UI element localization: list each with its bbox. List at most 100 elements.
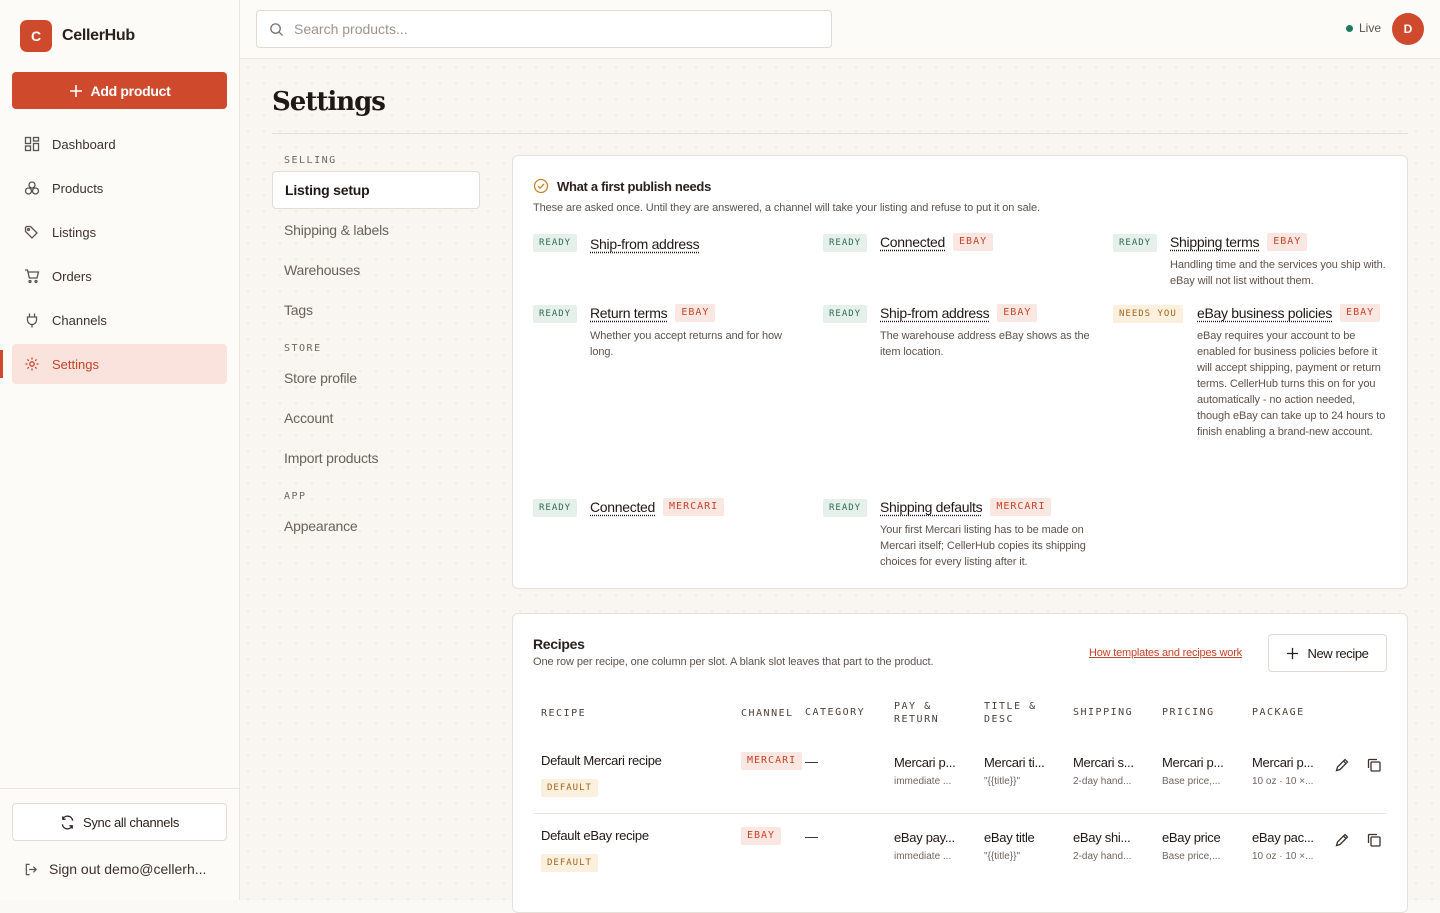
default-badge: DEFAULT xyxy=(541,779,598,797)
products-icon xyxy=(24,180,40,196)
nav-item-channels[interactable]: Channels xyxy=(12,300,227,340)
add-product-button[interactable]: Add product xyxy=(12,72,227,109)
subnav-item-warehouses[interactable]: Warehouses xyxy=(272,251,480,289)
requirement-description: eBay requires your account to be enabled… xyxy=(1197,328,1389,440)
column-header: CHANNEL xyxy=(741,707,794,720)
duplicate-icon[interactable] xyxy=(1366,757,1382,773)
channel-tag: EBAY xyxy=(953,233,993,251)
category-value: — xyxy=(805,754,825,769)
column-header: TITLE & DESC xyxy=(984,700,1054,726)
page-title: Settings xyxy=(272,87,385,117)
live-label: Live xyxy=(1359,21,1381,35)
subnav-item-listing-setup[interactable]: Listing setup xyxy=(272,171,480,209)
shipping-value: Mercari s... xyxy=(1073,755,1143,770)
column-header: SHIPPING xyxy=(1073,706,1133,719)
edit-icon[interactable] xyxy=(1334,832,1350,848)
nav-label: Channels xyxy=(52,313,107,328)
requirement-title[interactable]: Return terms xyxy=(590,305,667,321)
logout-icon xyxy=(24,862,39,877)
package-value: eBay pac... xyxy=(1252,830,1322,845)
sync-label: Sync all channels xyxy=(83,815,179,830)
card-subtitle: These are asked once. Until they are ans… xyxy=(533,202,1040,214)
nav-item-settings[interactable]: Settings xyxy=(12,344,227,384)
nav-item-dashboard[interactable]: Dashboard xyxy=(12,124,227,164)
search-input[interactable] xyxy=(294,21,794,37)
status-badge: READY xyxy=(533,234,577,252)
channel-tag: EBAY xyxy=(1267,233,1307,251)
subnav-heading-selling: SELLING xyxy=(272,155,480,171)
refresh-icon xyxy=(60,815,75,830)
title-desc-detail: "{{title}}" xyxy=(984,776,1054,787)
subnav-item-account[interactable]: Account xyxy=(272,399,480,437)
title-desc-value: Mercari ti... xyxy=(984,755,1054,770)
column-header: CATEGORY xyxy=(805,706,865,719)
requirement-description: Your first Mercari listing has to be mad… xyxy=(880,522,1095,570)
add-product-label: Add product xyxy=(91,83,171,99)
nav-item-orders[interactable]: Orders xyxy=(12,256,227,296)
divider xyxy=(272,133,1408,134)
recipes-card: Recipes One row per recipe, one column p… xyxy=(512,613,1408,913)
sidebar: C CellerHub Add product Dashboard Produc… xyxy=(0,0,240,900)
status-badge: READY xyxy=(823,305,867,323)
requirement-title[interactable]: Connected xyxy=(590,499,655,515)
live-dot-icon xyxy=(1346,25,1353,32)
sign-out-label: Sign out demo@cellerh... xyxy=(49,861,206,877)
pricing-value: eBay price xyxy=(1162,830,1232,845)
recipes-title: Recipes xyxy=(533,636,585,652)
duplicate-icon[interactable] xyxy=(1366,832,1382,848)
nav-label: Products xyxy=(52,181,103,196)
main-nav: Dashboard Products Listings Orders Chann… xyxy=(12,124,227,388)
subnav-item-store-profile[interactable]: Store profile xyxy=(272,359,480,397)
sign-out-link[interactable]: Sign out demo@cellerh... xyxy=(24,861,206,877)
nav-item-products[interactable]: Products xyxy=(12,168,227,208)
subnav-item-shipping-labels[interactable]: Shipping & labels xyxy=(272,211,480,249)
subnav-item-tags[interactable]: Tags xyxy=(272,291,480,329)
card-title: What a first publish needs xyxy=(557,179,711,194)
pricing-value: Mercari p... xyxy=(1162,755,1232,770)
requirement-description: Whether you accept returns and for how l… xyxy=(590,328,805,360)
requirement-title[interactable]: Shipping defaults xyxy=(880,499,982,515)
search-icon xyxy=(269,22,284,37)
recipe-name: Default Mercari recipe xyxy=(541,753,731,768)
avatar[interactable]: D xyxy=(1392,13,1424,45)
brand[interactable]: C CellerHub xyxy=(20,20,135,52)
recipe-name: Default eBay recipe xyxy=(541,828,731,843)
nav-label: Dashboard xyxy=(52,137,116,152)
package-detail: 10 oz · 10 ×... xyxy=(1252,776,1322,787)
shipping-value: eBay shi... xyxy=(1073,830,1143,845)
pricing-detail: Base price,... xyxy=(1162,776,1232,787)
sync-all-button[interactable]: Sync all channels xyxy=(12,803,227,841)
gear-icon xyxy=(24,356,40,372)
nav-label: Settings xyxy=(52,357,99,372)
requirement-title[interactable]: Connected xyxy=(880,234,945,250)
requirement-title[interactable]: Shipping terms xyxy=(1170,234,1259,250)
plug-icon xyxy=(24,312,40,328)
nav-item-listings[interactable]: Listings xyxy=(12,212,227,252)
subnav-heading-store: STORE xyxy=(272,343,480,359)
dashboard-icon xyxy=(24,136,40,152)
channel-tag: MERCARI xyxy=(990,498,1051,516)
status-badge: READY xyxy=(823,234,867,252)
search-box[interactable] xyxy=(256,10,832,48)
column-header: PAY & RETURN xyxy=(894,700,964,726)
pay-return-detail: immediate ... xyxy=(894,776,964,787)
edit-icon[interactable] xyxy=(1334,757,1350,773)
default-badge: DEFAULT xyxy=(541,854,598,872)
brand-logo: C xyxy=(20,20,52,52)
subnav-item-appearance[interactable]: Appearance xyxy=(272,507,480,545)
column-header: PACKAGE xyxy=(1252,706,1305,719)
package-detail: 10 oz · 10 ×... xyxy=(1252,851,1322,862)
subnav-item-import-products[interactable]: Import products xyxy=(272,439,480,477)
pay-return-value: Mercari p... xyxy=(894,755,964,770)
status-badge: READY xyxy=(1113,234,1157,252)
new-recipe-button[interactable]: New recipe xyxy=(1268,634,1387,672)
requirement-title[interactable]: Ship-from address xyxy=(590,236,699,252)
row-divider xyxy=(533,813,1387,814)
main-content: Settings SELLING Listing setup Shipping … xyxy=(240,59,1440,900)
requirement-title[interactable]: eBay business policies xyxy=(1197,305,1332,321)
check-circle-icon xyxy=(533,178,549,194)
requirement-title[interactable]: Ship-from address xyxy=(880,305,989,321)
channel-tag: MERCARI xyxy=(741,752,802,770)
help-link[interactable]: How templates and recipes work xyxy=(1089,647,1242,659)
new-recipe-label: New recipe xyxy=(1307,646,1368,661)
